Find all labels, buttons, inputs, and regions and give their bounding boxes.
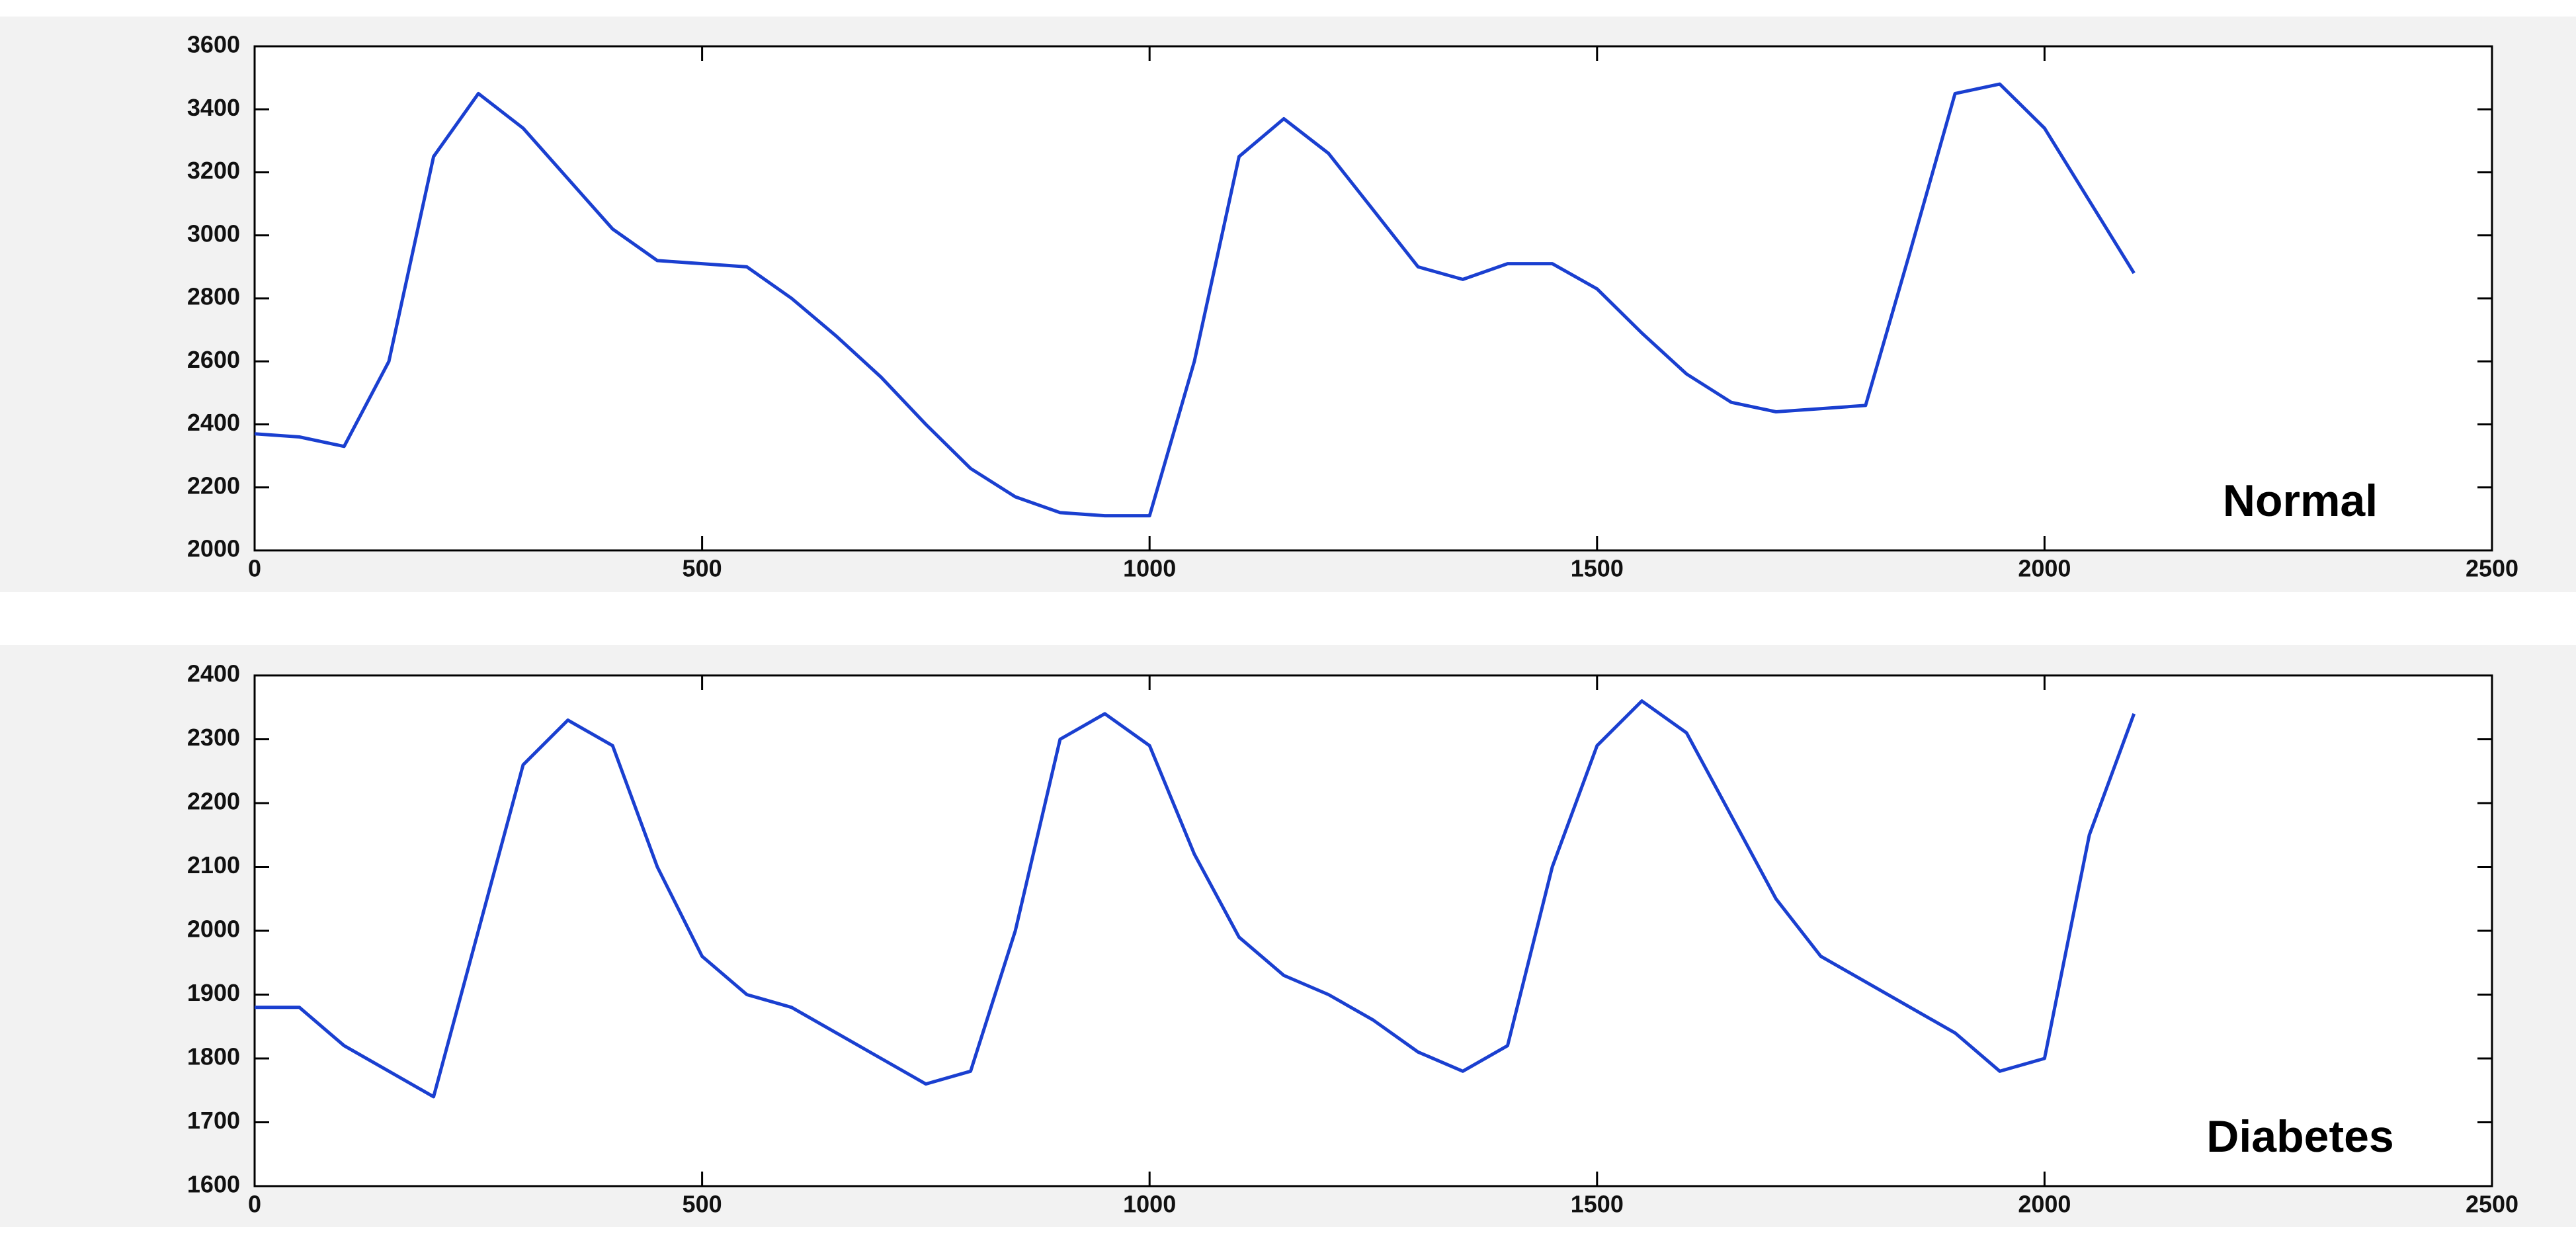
annotation: Diabetes bbox=[2206, 1111, 2393, 1162]
y-tick-label: 2000 bbox=[187, 916, 240, 943]
y-tick-label: 1900 bbox=[187, 979, 240, 1006]
x-tick-label: 500 bbox=[683, 1191, 722, 1218]
x-tick-label: 1500 bbox=[1571, 1191, 1624, 1218]
y-tick-label: 3200 bbox=[187, 157, 240, 184]
y-tick-label: 2200 bbox=[187, 788, 240, 815]
data-line bbox=[255, 699, 2136, 1099]
y-tick-label: 3400 bbox=[187, 94, 240, 121]
y-tick-label: 2800 bbox=[187, 283, 240, 310]
y-tick-label: 2400 bbox=[187, 660, 240, 687]
x-tick-label: 2500 bbox=[2466, 555, 2518, 582]
y-tick-label: 2300 bbox=[187, 724, 240, 751]
y-tick-label: 2400 bbox=[187, 409, 240, 436]
x-tick-label: 0 bbox=[248, 555, 261, 582]
annotation: Normal bbox=[2223, 476, 2378, 526]
data-line bbox=[254, 82, 2136, 518]
x-tick-label: 1000 bbox=[1123, 1191, 1176, 1218]
x-tick-label: 2000 bbox=[2018, 555, 2071, 582]
y-tick-label: 2600 bbox=[187, 346, 240, 373]
y-tick-label: 1600 bbox=[187, 1171, 240, 1198]
x-tick-label: 2000 bbox=[2018, 1191, 2071, 1218]
x-tick-label: 0 bbox=[248, 1191, 261, 1218]
y-tick-label: 2000 bbox=[187, 535, 240, 562]
y-tick-label: 3600 bbox=[187, 31, 240, 58]
y-tick-label: 2100 bbox=[187, 851, 240, 879]
y-tick-label: 2200 bbox=[187, 472, 240, 499]
x-tick-label: 1000 bbox=[1123, 555, 1176, 582]
x-tick-label: 2500 bbox=[2466, 1191, 2518, 1218]
x-tick-label: 500 bbox=[683, 555, 722, 582]
y-tick-label: 3000 bbox=[187, 220, 240, 247]
plot-area bbox=[253, 45, 2493, 552]
y-tick-label: 1700 bbox=[187, 1107, 240, 1134]
y-tick-label: 1800 bbox=[187, 1043, 240, 1070]
x-tick-label: 1500 bbox=[1571, 555, 1624, 582]
plot-area bbox=[253, 674, 2493, 1187]
